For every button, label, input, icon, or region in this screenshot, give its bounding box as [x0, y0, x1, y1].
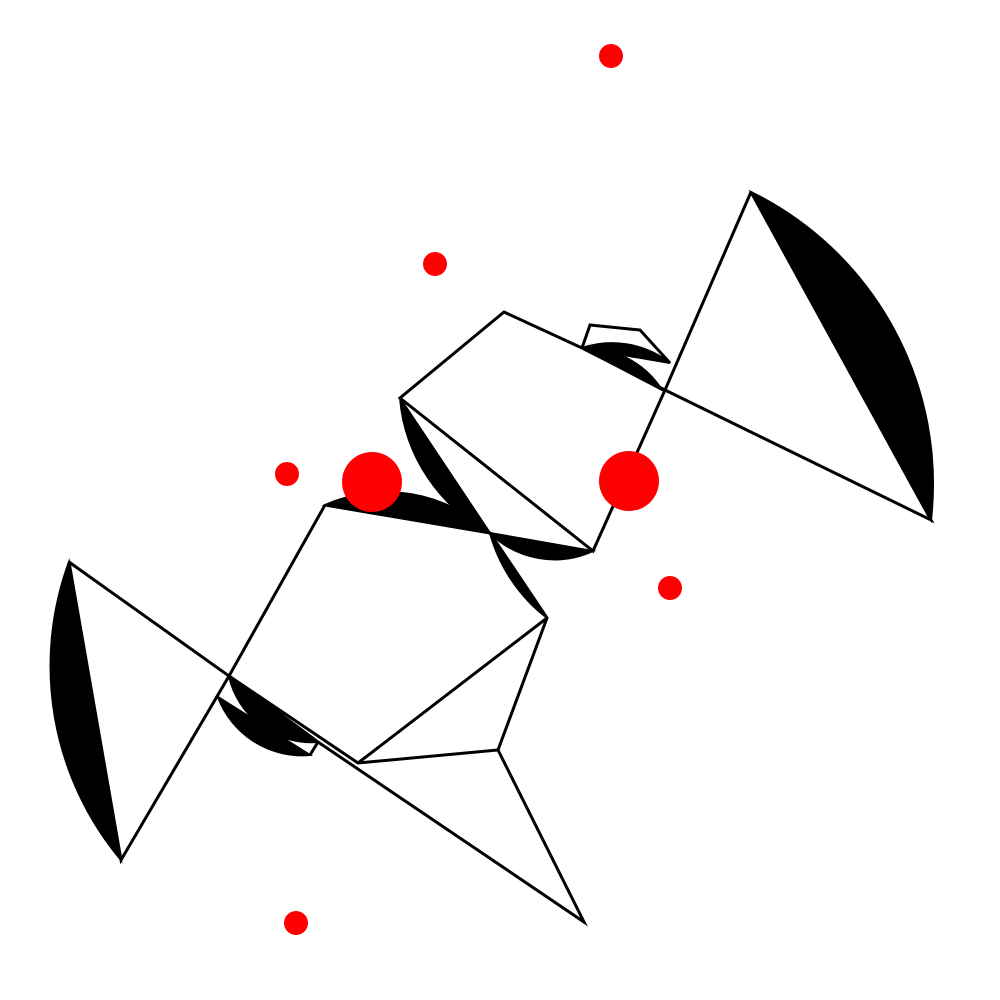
- lower-fan: [357, 616, 548, 765]
- left-triangle: [67, 560, 231, 865]
- red-dot-large-left: [342, 452, 402, 512]
- red-dot-left: [275, 462, 299, 486]
- red-dot-large-right: [599, 451, 659, 511]
- red-dot-bottom: [284, 911, 308, 935]
- upper-quad: [397, 310, 667, 554]
- line-framework: [67, 191, 935, 927]
- red-dot-right: [658, 576, 682, 600]
- red-dots: [275, 44, 682, 935]
- left-large-segment: [49, 558, 123, 864]
- red-dot-upper-left: [423, 252, 447, 276]
- bottom-small-wedge: [216, 694, 314, 757]
- right-triangle: [663, 191, 935, 524]
- center-left-segment: [399, 397, 491, 534]
- lower-triangle: [317, 740, 588, 927]
- filled-segments: [49, 189, 934, 864]
- red-dot-top: [599, 44, 623, 68]
- top-notch: [580, 323, 672, 365]
- center-lower-segment: [487, 531, 597, 561]
